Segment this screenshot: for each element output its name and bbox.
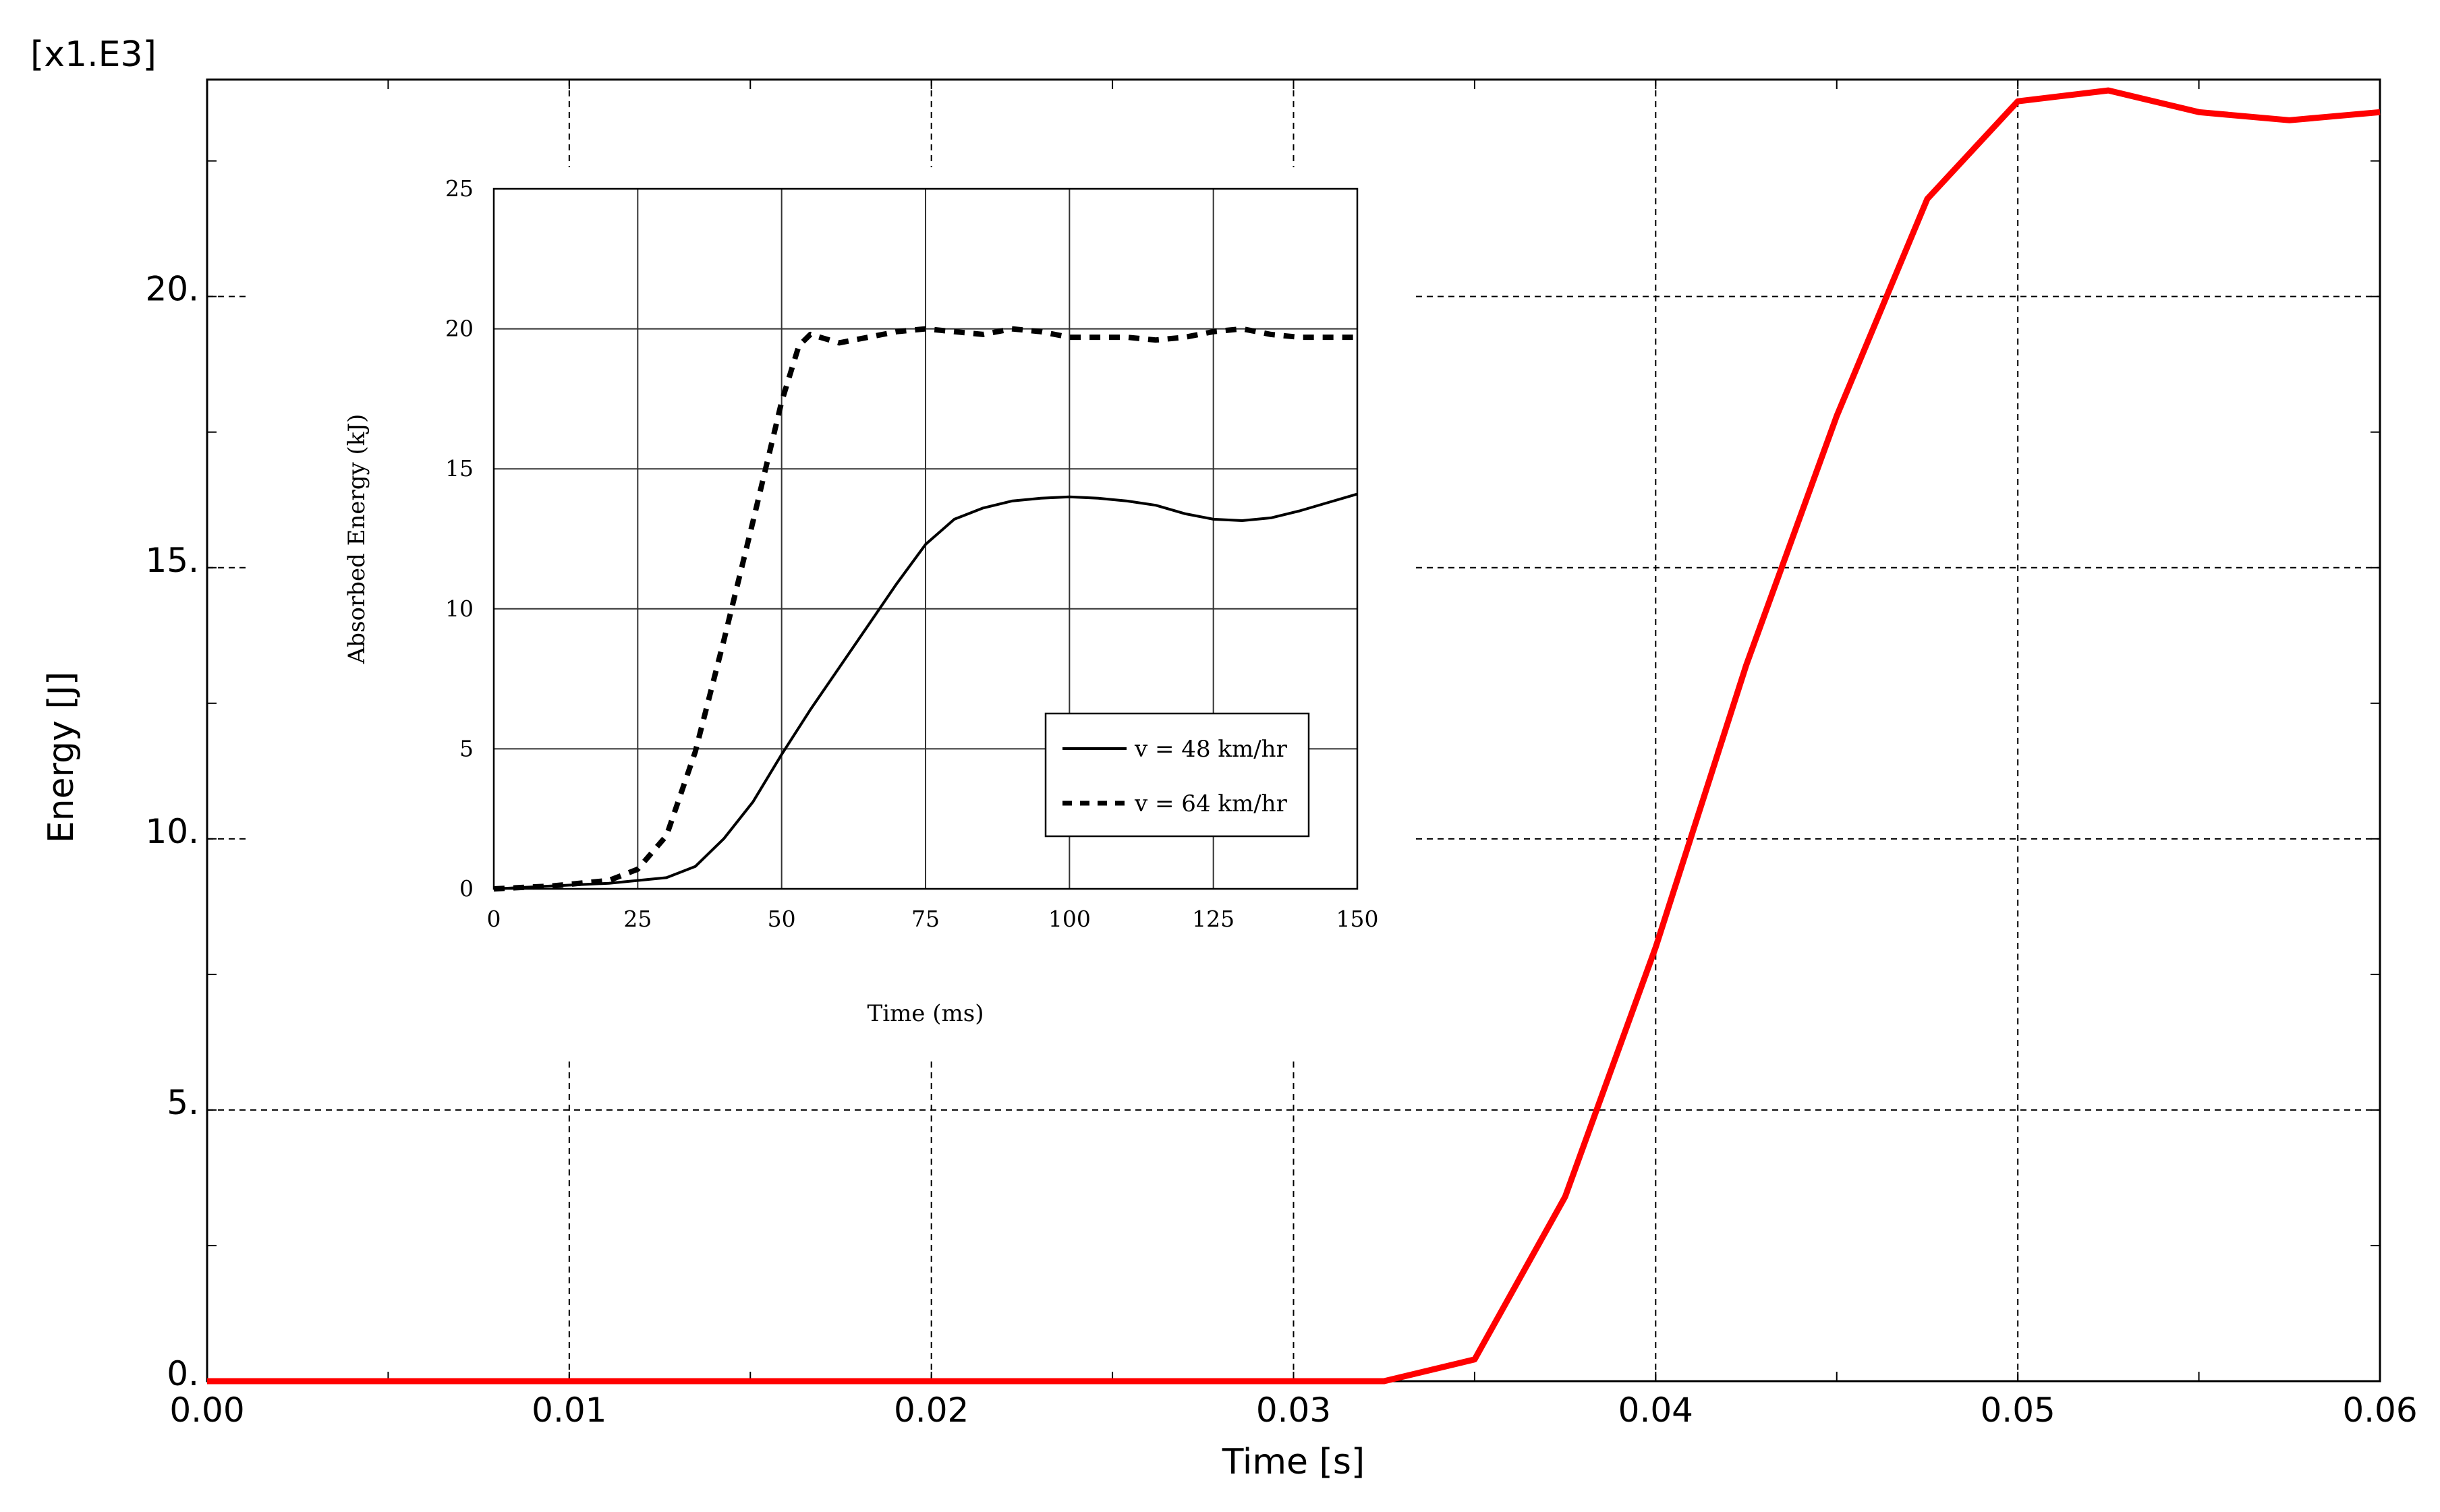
inset-y-tick-label: 20 xyxy=(445,316,474,342)
inset-plot-frame xyxy=(492,187,1359,890)
main-x-tick-label: 0.06 xyxy=(2342,1391,2417,1430)
inset-x-tick-label: 150 xyxy=(1336,906,1379,932)
inset-legend-box xyxy=(1044,712,1310,838)
main-x-tick-label: 0.02 xyxy=(894,1391,969,1430)
main-tick-labels: 0.00 0.01 0.02 0.03 0.04 0.05 0.06 0. 5. 10. 15. 20… xyxy=(145,270,2417,1430)
main-x-tick-label: 0.01 xyxy=(532,1391,606,1430)
inset-series-64-line xyxy=(493,326,1357,892)
inset-y-tick-label: 10 xyxy=(445,595,474,622)
main-y-tick-label: 0. xyxy=(167,1354,199,1393)
inset-y-tick-label: 15 xyxy=(445,455,474,482)
main-x-tick-label: 0.00 xyxy=(169,1391,244,1430)
main-y-tick-label: 5. xyxy=(167,1083,199,1122)
main-x-tick-label: 0.04 xyxy=(1618,1391,1693,1430)
inset-x-axis-label: Time (ms) xyxy=(868,1000,984,1027)
inset-x-tick-label: 125 xyxy=(1192,906,1235,932)
main-x-tick-label: 0.05 xyxy=(1981,1391,2055,1430)
inset-tick-labels: 0 25 50 75 100 125 150 0 5 10 15 20 25 xyxy=(445,175,1379,932)
main-series-line xyxy=(207,87,2381,1385)
main-x-tick-label: 0.03 xyxy=(1256,1391,1331,1430)
inset-x-tick-label: 0 xyxy=(487,906,501,932)
inset-background xyxy=(248,167,1415,1061)
inset-x-tick-label: 75 xyxy=(911,906,940,932)
main-y-tick-label: 20. xyxy=(145,270,199,309)
inset-series-48-line xyxy=(493,492,1358,890)
inset-series-group xyxy=(493,326,1358,892)
inset-x-tick-label: 25 xyxy=(623,906,652,932)
main-x-axis-label: Time [s] xyxy=(1222,1442,1365,1482)
legend-label-48: v = 48 km/hr xyxy=(1134,736,1288,763)
inset-y-axis-label: Absorbed Energy (kJ) xyxy=(343,414,370,665)
inset-x-tick-label: 100 xyxy=(1048,906,1091,932)
legend-label-64: v = 64 km/hr xyxy=(1134,790,1288,817)
main-y-tick-label: 15. xyxy=(145,541,199,580)
main-y-axis-label: Energy [J] xyxy=(41,672,82,844)
y-multiplier-label: [x1.E3] xyxy=(30,34,157,75)
inset-chart: 0 25 50 75 100 125 150 0 5 10 15 20 25 Time (ms) Abs… xyxy=(248,167,1415,1061)
inset-y-tick-label: 25 xyxy=(445,175,474,202)
inset-y-tick-label: 0 xyxy=(459,875,474,902)
main-series-group xyxy=(207,87,2381,1385)
inset-y-tick-label: 5 xyxy=(459,735,474,761)
main-y-tick-label: 10. xyxy=(145,812,199,851)
inset-legend: v = 48 km/hr v = 64 km/hr xyxy=(1044,712,1310,838)
inset-x-tick-label: 50 xyxy=(768,906,796,932)
